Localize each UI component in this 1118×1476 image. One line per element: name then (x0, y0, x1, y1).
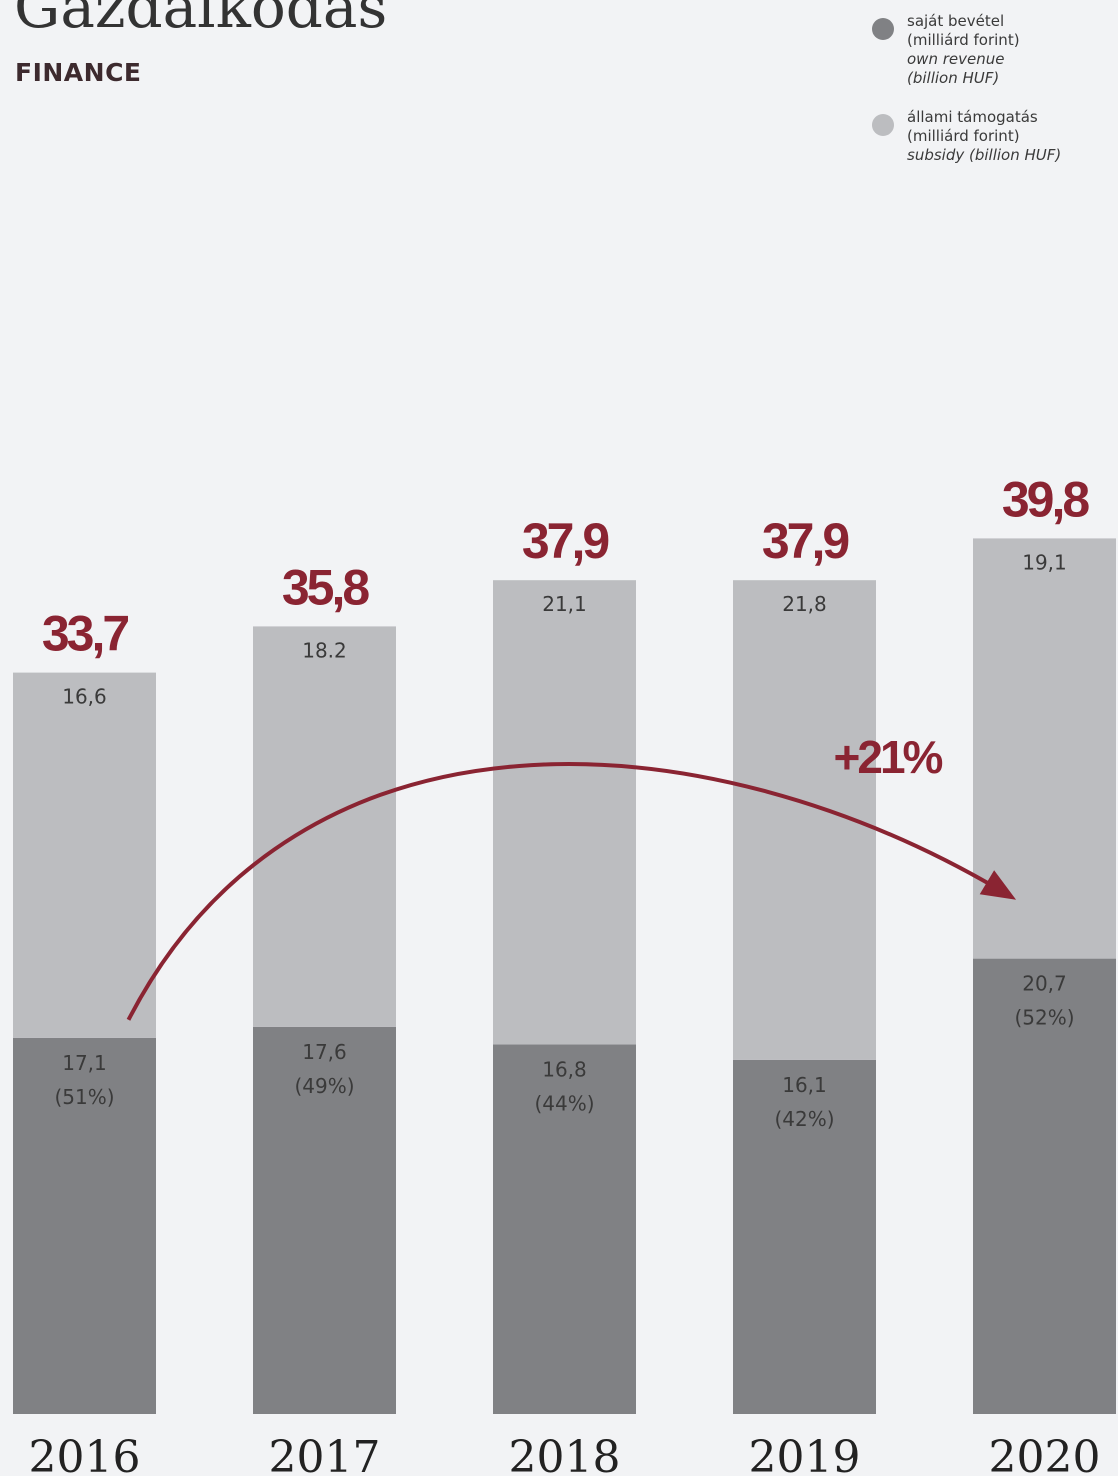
own-revenue-value-label: 17,1 (62, 1051, 107, 1075)
legend-line: own revenue (907, 50, 1005, 68)
growth-arrow-head-icon (979, 870, 1017, 900)
legend-dot-icon (872, 18, 894, 40)
legend-dot-icon (872, 114, 894, 136)
own-revenue-share-label: (44%) (534, 1091, 594, 1115)
x-axis-tick-label: 2018 (509, 1432, 621, 1476)
own-revenue-value-label: 20,7 (1022, 972, 1067, 996)
bar-own-revenue-2017 (253, 1026, 396, 1414)
legend-line: (billion HUF) (907, 69, 1000, 87)
legend-line: állami támogatás (907, 108, 1038, 126)
total-value-label: 33,7 (42, 606, 129, 662)
x-axis-tick-label: 2020 (989, 1432, 1101, 1476)
page-subtitle: FINANCE (15, 58, 142, 87)
bar-subsidy-2016 (13, 672, 156, 1038)
legend-line: subsidy (billion HUF) (907, 146, 1062, 164)
own-revenue-value-label: 16,1 (782, 1073, 827, 1097)
x-axis-tick-label: 2016 (29, 1432, 141, 1476)
subsidy-value-label: 21,8 (782, 592, 827, 616)
total-value-label: 37,9 (522, 513, 609, 569)
bar-own-revenue-2018 (493, 1044, 636, 1414)
x-axis-tick-label: 2019 (749, 1432, 861, 1476)
legend-line: (milliárd forint) (907, 31, 1020, 49)
own-revenue-share-label: (49%) (294, 1074, 354, 1098)
legend-item-subsidy: állami támogatás (milliárd forint) subsi… (872, 108, 1112, 165)
legend-line: (milliárd forint) (907, 127, 1020, 145)
bar-subsidy-2018 (493, 580, 636, 1045)
bar-own-revenue-2020 (973, 958, 1116, 1414)
page-title: Gazdálkodás (14, 0, 388, 41)
subsidy-value-label: 19,1 (1022, 550, 1067, 574)
total-value-label: 35,8 (282, 559, 370, 615)
subsidy-value-label: 21,1 (542, 592, 587, 616)
subsidy-value-label: 18.2 (302, 638, 347, 662)
chart-legend: saját bevétel (milliárd forint) own reve… (872, 12, 1112, 185)
own-revenue-share-label: (51%) (54, 1085, 114, 1109)
legend-line: saját bevétel (907, 12, 1005, 30)
own-revenue-share-label: (42%) (774, 1107, 834, 1131)
total-value-label: 37,9 (762, 513, 849, 569)
x-axis-tick-label: 2017 (269, 1432, 381, 1476)
growth-percent-label: +21% (834, 731, 943, 783)
growth-arrow-curve (126, 762, 1009, 1021)
subsidy-value-label: 16,6 (62, 685, 107, 709)
bar-own-revenue-2016 (13, 1037, 156, 1414)
own-revenue-value-label: 17,6 (302, 1040, 347, 1064)
own-revenue-share-label: (52%) (1014, 1006, 1074, 1030)
bar-own-revenue-2019 (733, 1059, 876, 1414)
total-value-label: 39,8 (1002, 471, 1090, 527)
legend-item-own-revenue: saját bevétel (milliárd forint) own reve… (872, 12, 1112, 88)
own-revenue-value-label: 16,8 (542, 1057, 587, 1081)
bar-subsidy-2017 (253, 626, 396, 1027)
